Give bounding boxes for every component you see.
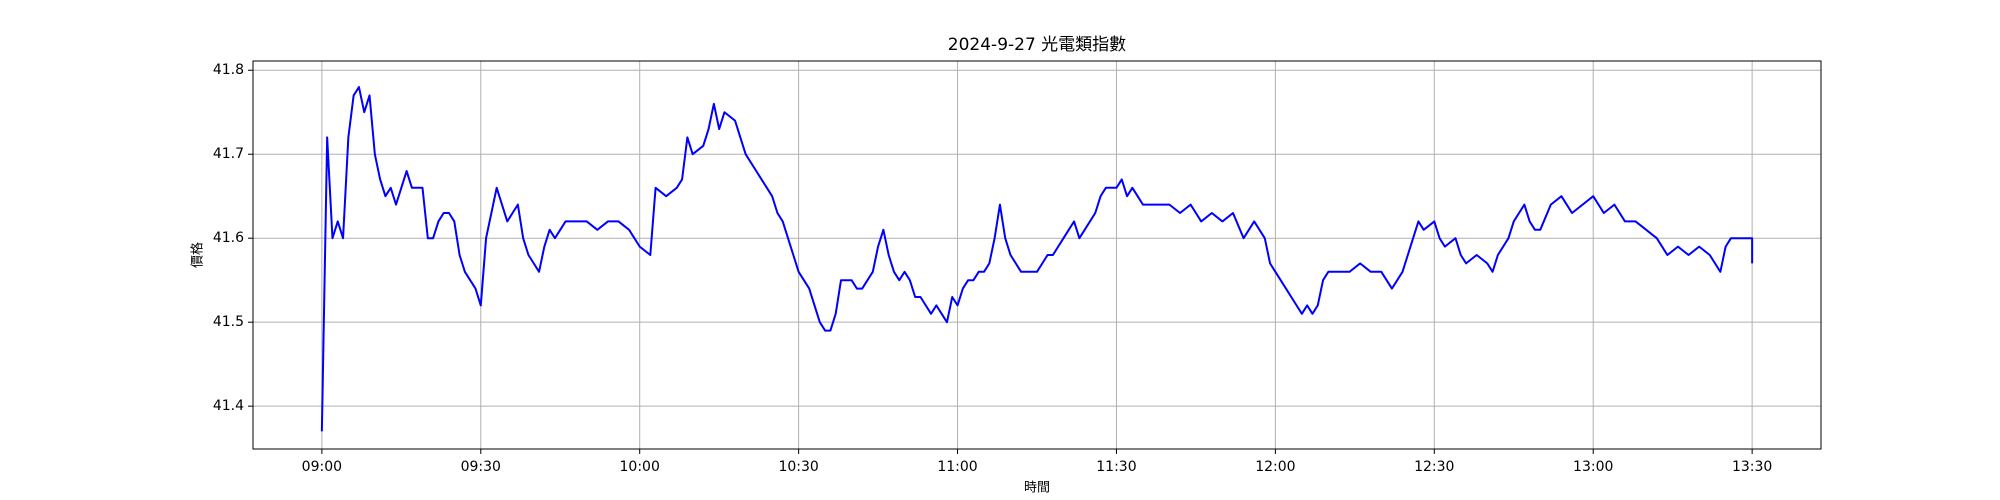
plot-frame	[252, 60, 1822, 450]
y-tick-label: 41.5	[213, 314, 244, 330]
chart-title: 2024-9-27 光電類指數	[948, 35, 1126, 55]
y-tick-label: 41.6	[213, 230, 244, 246]
x-tick-label: 09:30	[461, 459, 501, 475]
price-line	[320, 86, 1754, 432]
x-tick-label: 10:00	[620, 459, 660, 475]
x-axis-label: 時間	[1024, 481, 1050, 496]
y-tick-label: 41.4	[213, 398, 244, 414]
x-tick-label: 12:30	[1414, 459, 1454, 475]
x-tick-label: 11:00	[937, 459, 977, 475]
x-tick-label: 11:30	[1096, 459, 1136, 475]
y-tick-label: 41.7	[213, 146, 244, 162]
x-tick-label: 13:00	[1573, 459, 1613, 475]
x-tick-label: 09:00	[302, 459, 342, 475]
x-tick-label: 13:30	[1732, 459, 1772, 475]
x-tick-label: 12:00	[1255, 459, 1295, 475]
x-tick-label: 10:30	[778, 459, 818, 475]
y-tick-label: 41.8	[213, 62, 244, 78]
y-axis-label: 價格	[190, 242, 206, 268]
